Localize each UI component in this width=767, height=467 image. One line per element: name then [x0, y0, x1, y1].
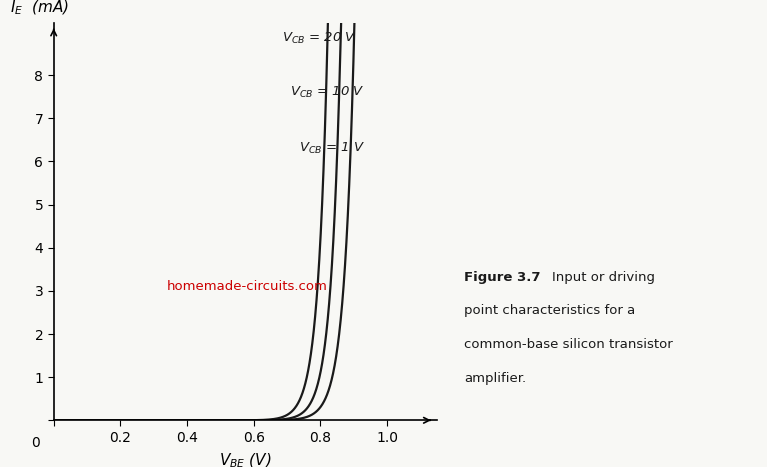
Text: 0: 0 [31, 436, 40, 450]
Text: $V_{CB}$ = 10 V: $V_{CB}$ = 10 V [291, 85, 365, 100]
Text: common-base silicon transistor: common-base silicon transistor [464, 338, 673, 351]
X-axis label: $V_{BE}$ (V): $V_{BE}$ (V) [219, 452, 272, 467]
Text: $V_{CB}$ = 1 V: $V_{CB}$ = 1 V [299, 141, 365, 156]
Text: Input or driving: Input or driving [552, 271, 655, 284]
Text: homemade-circuits.com: homemade-circuits.com [166, 280, 328, 293]
Text: Figure 3.7: Figure 3.7 [464, 271, 541, 284]
Text: $I_E$  (mA): $I_E$ (mA) [10, 0, 69, 17]
Text: point characteristics for a: point characteristics for a [464, 304, 635, 318]
Text: $V_{CB}$ = 20 V: $V_{CB}$ = 20 V [282, 31, 357, 46]
Text: amplifier.: amplifier. [464, 372, 526, 385]
